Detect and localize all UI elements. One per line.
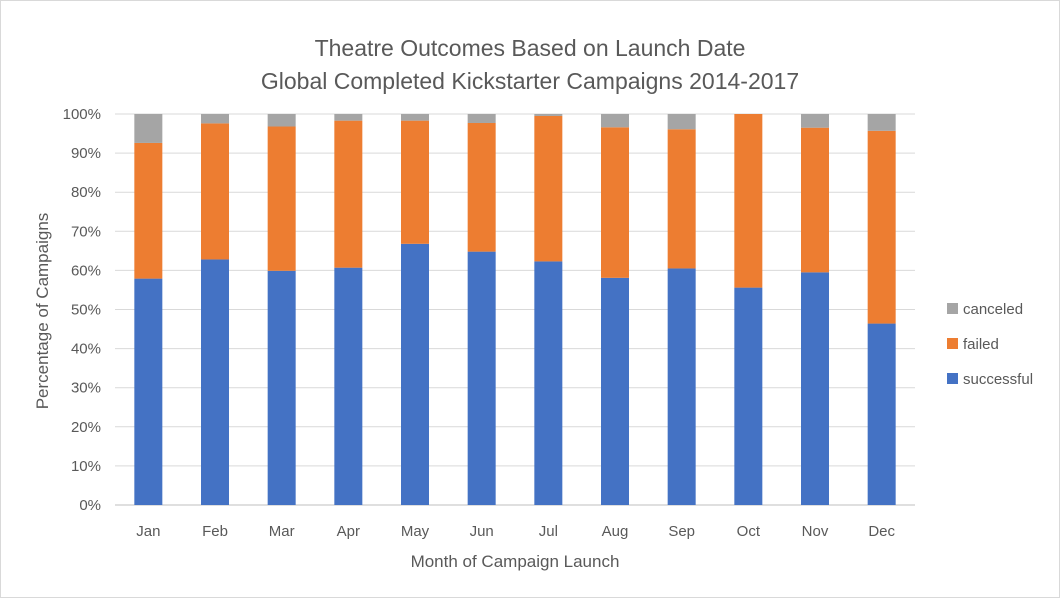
x-tick-label: Oct <box>737 523 761 540</box>
bar-segment-successful <box>467 251 496 505</box>
x-tick-label: May <box>401 523 430 540</box>
legend-label-canceled: canceled <box>963 301 1023 318</box>
bar-segment-failed <box>667 129 696 269</box>
legend-label-failed: failed <box>963 336 999 353</box>
bar-segment-failed <box>401 120 429 244</box>
bar-segment-canceled <box>601 114 629 128</box>
chart-title: Theatre Outcomes Based on Launch Date <box>315 35 746 61</box>
x-axis-ticks: Jan Feb Mar Apr May Jun Jul Aug Sep Oct Nov Dec <box>136 523 895 540</box>
bar-segment-canceled <box>267 114 296 127</box>
x-tick-label: Dec <box>868 523 895 540</box>
x-tick-label: Aug <box>602 523 629 540</box>
bar-segment-successful <box>867 323 896 505</box>
bar-segment-canceled <box>467 114 496 123</box>
bar-segment-canceled <box>134 114 163 143</box>
legend-label-successful: successful <box>963 371 1033 388</box>
y-tick-label: 20% <box>71 419 101 436</box>
bar-segment-canceled <box>867 114 896 131</box>
bar-segment-failed <box>201 123 229 260</box>
bar-segment-successful <box>334 267 363 505</box>
bar-segment-successful <box>601 277 629 505</box>
bar-segment-successful <box>734 287 763 505</box>
x-tick-label: Jan <box>136 523 160 540</box>
y-tick-label: 50% <box>71 302 101 319</box>
bar-segment-failed <box>134 142 163 279</box>
gridlines <box>115 113 915 506</box>
bar-segment-successful <box>667 268 696 505</box>
legend: canceled failed successful <box>947 301 1033 388</box>
x-tick-label: Sep <box>668 523 695 540</box>
bar-segment-failed <box>734 114 763 288</box>
y-tick-label: 100% <box>63 106 101 123</box>
y-tick-label: 90% <box>71 145 101 162</box>
y-tick-label: 30% <box>71 380 101 397</box>
bar-segment-successful <box>201 259 229 505</box>
x-axis-title: Month of Campaign Launch <box>411 552 620 571</box>
bar-segment-canceled <box>667 114 696 130</box>
bar-segment-failed <box>867 130 896 324</box>
bar-segment-failed <box>801 127 829 273</box>
legend-swatch-canceled <box>947 303 958 314</box>
bar-segment-successful <box>134 278 163 505</box>
y-tick-label: 10% <box>71 458 101 475</box>
bar-segment-failed <box>334 120 363 268</box>
x-tick-label: Apr <box>337 523 360 540</box>
x-tick-label: Feb <box>202 523 228 540</box>
bar-segment-canceled <box>201 114 229 124</box>
bar-segment-canceled <box>401 114 429 121</box>
x-tick-label: Jul <box>539 523 558 540</box>
legend-swatch-successful <box>947 373 958 384</box>
y-tick-label: 0% <box>79 497 101 514</box>
bar-segment-successful <box>534 261 563 505</box>
y-tick-label: 80% <box>71 184 101 201</box>
bar-segment-canceled <box>534 114 563 116</box>
bar-segment-successful <box>801 272 829 505</box>
bar-segment-successful <box>267 270 296 505</box>
y-tick-label: 60% <box>71 262 101 279</box>
y-axis-title: Percentage of Campaigns <box>33 213 52 410</box>
chart-subtitle: Global Completed Kickstarter Campaigns 2… <box>261 68 799 94</box>
x-tick-label: Nov <box>802 523 829 540</box>
y-tick-label: 40% <box>71 341 101 358</box>
bar-segment-failed <box>534 115 563 262</box>
bar-segment-failed <box>467 122 496 252</box>
bars <box>134 114 896 505</box>
bar-segment-failed <box>601 127 629 278</box>
x-tick-label: Mar <box>269 523 295 540</box>
bar-segment-canceled <box>334 114 363 121</box>
bar-segment-canceled <box>801 114 829 128</box>
bar-segment-failed <box>267 126 296 271</box>
y-axis-ticks: 0% 10% 20% 30% 40% 50% 60% 70% 80% 90% 100% <box>63 106 101 514</box>
x-tick-label: Jun <box>470 523 494 540</box>
legend-swatch-failed <box>947 338 958 349</box>
y-tick-label: 70% <box>71 223 101 240</box>
bar-segment-successful <box>401 243 429 505</box>
